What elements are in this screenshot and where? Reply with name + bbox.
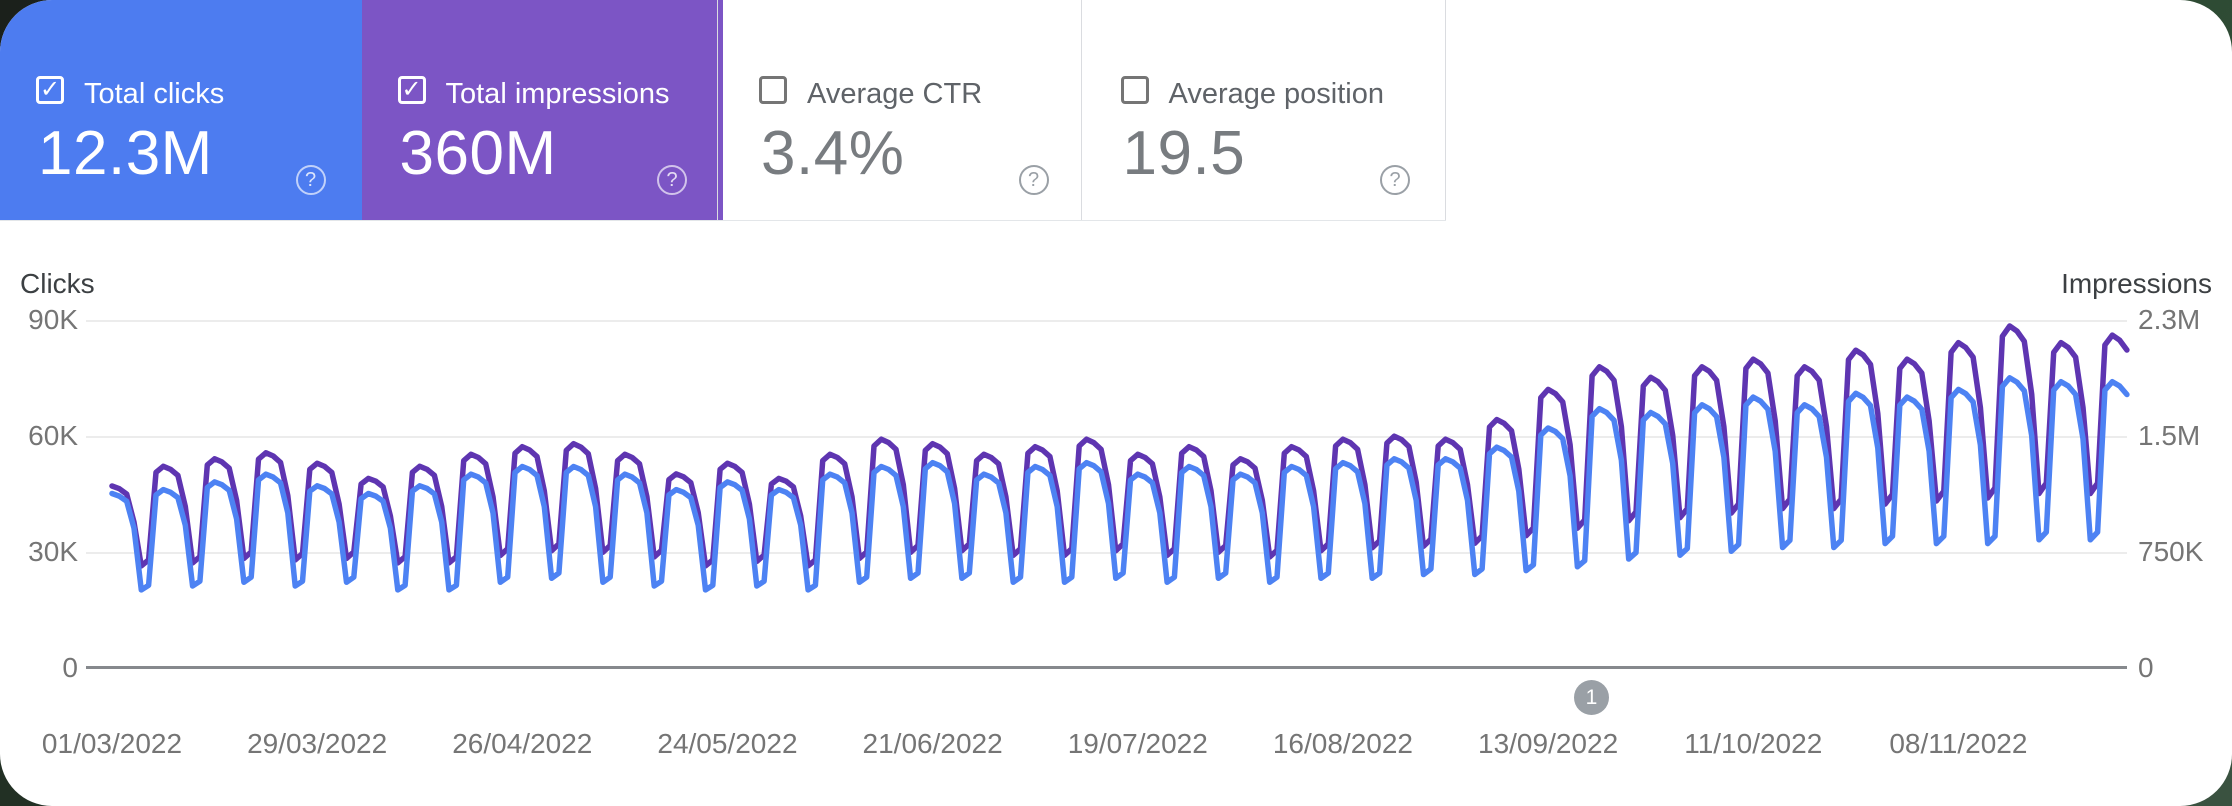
card-divider: [1445, 0, 1446, 220]
impressions-line: [109, 323, 2130, 569]
card-total-clicks[interactable]: ✓ Total clicks 12.3M ?: [0, 0, 362, 221]
card-label: Total impressions: [445, 78, 670, 110]
average-ctr-value: 3.4%: [761, 119, 905, 188]
x-tick-label: 19/07/2022: [1067, 728, 1208, 759]
right-tick-1-5m: 1.5M: [2138, 420, 2201, 451]
x-tick-label: 24/05/2022: [657, 728, 798, 759]
help-icon[interactable]: ?: [657, 165, 687, 195]
card-label: Average position: [1168, 78, 1385, 110]
average-position-value: 19.5: [1122, 119, 1246, 188]
x-tick-label: 13/09/2022: [1478, 728, 1619, 759]
card-average-position[interactable]: ✓ Average position 19.5 ?: [1084, 0, 1446, 221]
right-tick-0: 0: [2138, 652, 2154, 683]
x-tick-label: 01/03/2022: [41, 728, 183, 759]
total-impressions-value: 360M: [399, 119, 557, 188]
gridline-90k: [86, 320, 2127, 322]
help-icon[interactable]: ?: [1380, 165, 1410, 195]
left-tick-90k: 90K: [28, 304, 78, 335]
left-axis-title: Clicks: [20, 268, 95, 299]
card-label: Total clicks: [84, 78, 225, 110]
x-axis-line: [86, 666, 2127, 669]
x-tick-label: 21/06/2022: [862, 728, 1003, 759]
x-tick-label: 26/04/2022: [452, 728, 593, 759]
gridline-30k: [86, 552, 2127, 554]
right-tick-750k: 750K: [2138, 536, 2204, 567]
left-tick-60k: 60K: [28, 420, 78, 451]
x-tick-label: 11/10/2022: [1684, 728, 1823, 759]
card-total-impressions[interactable]: ✓ Total impressions 360M ?: [361, 0, 723, 221]
help-icon[interactable]: ?: [295, 165, 326, 195]
checkmark-icon: ✓: [401, 75, 422, 103]
card-divider: [717, 0, 718, 220]
card-label: Average CTR: [807, 78, 983, 110]
right-axis-title: Impressions: [2061, 268, 2212, 299]
x-tick-label: 08/11/2022: [1889, 728, 2028, 759]
total-clicks-checkbox[interactable]: ✓: [36, 76, 64, 104]
annotation-marker[interactable]: 1: [1574, 680, 1609, 715]
gridline-60k: [86, 436, 2127, 438]
average-ctr-checkbox[interactable]: ✓: [759, 76, 787, 104]
left-tick-30k: 30K: [28, 536, 78, 567]
card-average-ctr[interactable]: ✓ Average CTR 3.4% ?: [723, 0, 1085, 221]
card-divider: [1081, 0, 1082, 220]
checkmark-icon: ✓: [39, 75, 61, 103]
x-tick-label: 29/03/2022: [247, 728, 388, 759]
total-impressions-checkbox[interactable]: ✓: [397, 75, 426, 104]
help-icon[interactable]: ?: [1018, 165, 1049, 195]
total-clicks-value: 12.3M: [38, 119, 213, 188]
right-tick-2-3m: 2.3M: [2138, 304, 2201, 335]
clicks-line: [109, 375, 2130, 593]
metric-cards-row: ✓ Total clicks 12.3M ? ✓ Total impressio…: [0, 0, 1446, 221]
left-tick-0: 0: [62, 652, 78, 683]
average-position-checkbox[interactable]: ✓: [1120, 76, 1149, 104]
x-tick-label: 16/08/2022: [1272, 728, 1413, 759]
cards-bottom-border: [0, 220, 1446, 221]
